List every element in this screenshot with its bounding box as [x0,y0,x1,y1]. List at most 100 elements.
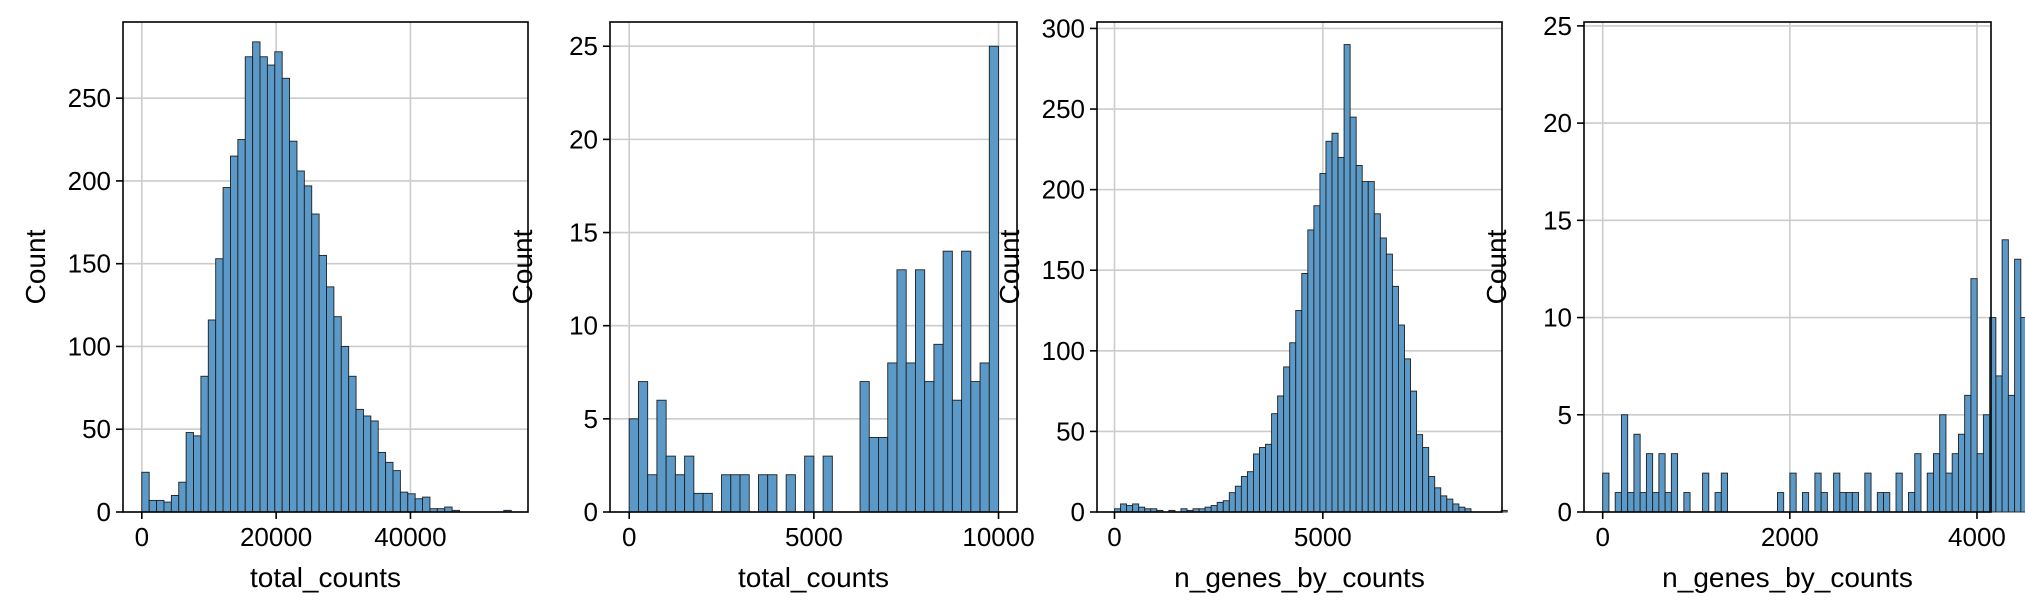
histogram-bar [1702,472,1710,513]
y-tick-label: 150 [68,249,111,279]
histogram-bar [1283,366,1291,513]
axes-frame [122,21,529,513]
y-tick-label: 200 [68,166,111,196]
histogram-bar [1355,165,1363,513]
histogram-bar [385,461,394,513]
histogram-bar [1777,492,1785,513]
histogram-bar [422,496,431,513]
y-axis-label: Count [507,229,538,304]
histogram-bar [414,498,424,513]
y-tick-label: 15 [1543,205,1572,235]
histogram-bar [259,56,268,513]
histogram-bar [1132,503,1140,513]
histogram-bar [200,375,209,513]
y-tick-label: 25 [569,31,598,61]
x-tick-label: 10000 [962,522,1034,552]
y-tick-label: 0 [1558,497,1572,527]
histogram-bar [1222,500,1230,513]
histogram-bar [942,250,953,513]
histogram-bar [730,474,741,513]
histogram-bar [1253,453,1260,513]
histogram-bar [628,418,639,513]
histogram-bar [1664,492,1672,513]
histogram-bar [1313,205,1321,513]
histogram-bar [1864,472,1872,513]
histogram-bar [289,140,298,513]
histogram-bar [1814,472,1822,513]
histogram-bar [399,491,409,513]
histogram-bar [647,474,658,513]
x-axis-label: n_genes_by_counts [1662,562,1913,593]
histogram-bar [951,399,963,513]
histogram-bar [348,375,357,513]
x-tick-label: 40000 [374,522,446,552]
histogram-bar [156,499,165,513]
histogram-bar [163,501,172,513]
histogram-panel-3: 0 5000 0 50 100 150 200 250 300 n_genes_by_counts… [994,13,1508,593]
histogram-bar [1307,229,1315,513]
y-axis-label: Count [994,229,1025,304]
histogram-bar [281,77,291,513]
y-axis-label: Count [1481,229,1512,304]
histogram-bar [407,493,416,513]
histogram-bar [979,362,990,513]
histogram-bar [878,437,889,513]
histogram-bar [656,399,667,513]
histogram-bar [1422,447,1430,513]
histogram-bar [822,455,833,513]
histogram-bar [1349,116,1357,513]
histogram-bar [1951,453,1959,513]
histogram-bar [266,64,276,513]
histogram-bar [702,492,713,513]
histogram-bar [2014,258,2022,513]
y-tick-label: 150 [1042,255,1085,285]
x-tick-label: 0 [1595,522,1609,552]
histogram-bar [1833,472,1841,513]
y-tick-label: 200 [1042,175,1085,205]
x-axis-label: n_genes_by_counts [1174,562,1425,593]
y-tick-label: 250 [68,83,111,113]
histogram-bar [684,455,695,513]
histogram-bar [1820,492,1828,513]
histogram-bar [1614,492,1622,513]
histogram-bar [244,56,254,513]
y-tick-label: 10 [1543,303,1572,333]
histogram-bar [170,494,180,513]
histogram-bar [1440,495,1448,513]
histogram-bar [1652,492,1660,513]
histogram-bar [739,474,750,513]
y-tick-label: 5 [1558,400,1572,430]
y-tick-label: 15 [569,218,598,248]
y-tick-label: 20 [1543,108,1572,138]
y-tick-label: 250 [1042,94,1085,124]
histogram-bar [237,139,246,513]
histogram-bar [1331,132,1339,513]
histogram-bar [1658,453,1666,513]
x-tick-label: 4000 [1948,522,2006,552]
y-axis-label: Count [20,229,51,304]
histogram-bar [362,415,372,513]
histogram-bar [340,346,350,513]
axes-frame [1096,21,1503,513]
y-tick-label: 0 [584,497,598,527]
histogram-bar [2007,394,2016,513]
histogram-bar [185,432,194,513]
histogram-bar [1398,324,1405,513]
y-tick-label: 50 [1056,416,1085,446]
histogram-bar [674,474,686,513]
histogram-bar [637,381,649,513]
histogram-bar [1876,492,1884,513]
histogram-bar [1933,453,1941,513]
histogram-bar [377,451,387,513]
y-tick-label: 5 [584,404,598,434]
x-axis-label: total_counts [250,562,401,593]
histogram-bar [1908,492,1916,513]
histogram-bar [1627,492,1635,513]
histogram-bar [1939,414,1947,513]
histogram-bar [326,286,335,513]
histogram-bar [1265,443,1273,513]
histogram-bar [1801,492,1810,513]
histogram-bar [207,319,217,513]
histogram-bar [1404,358,1411,513]
